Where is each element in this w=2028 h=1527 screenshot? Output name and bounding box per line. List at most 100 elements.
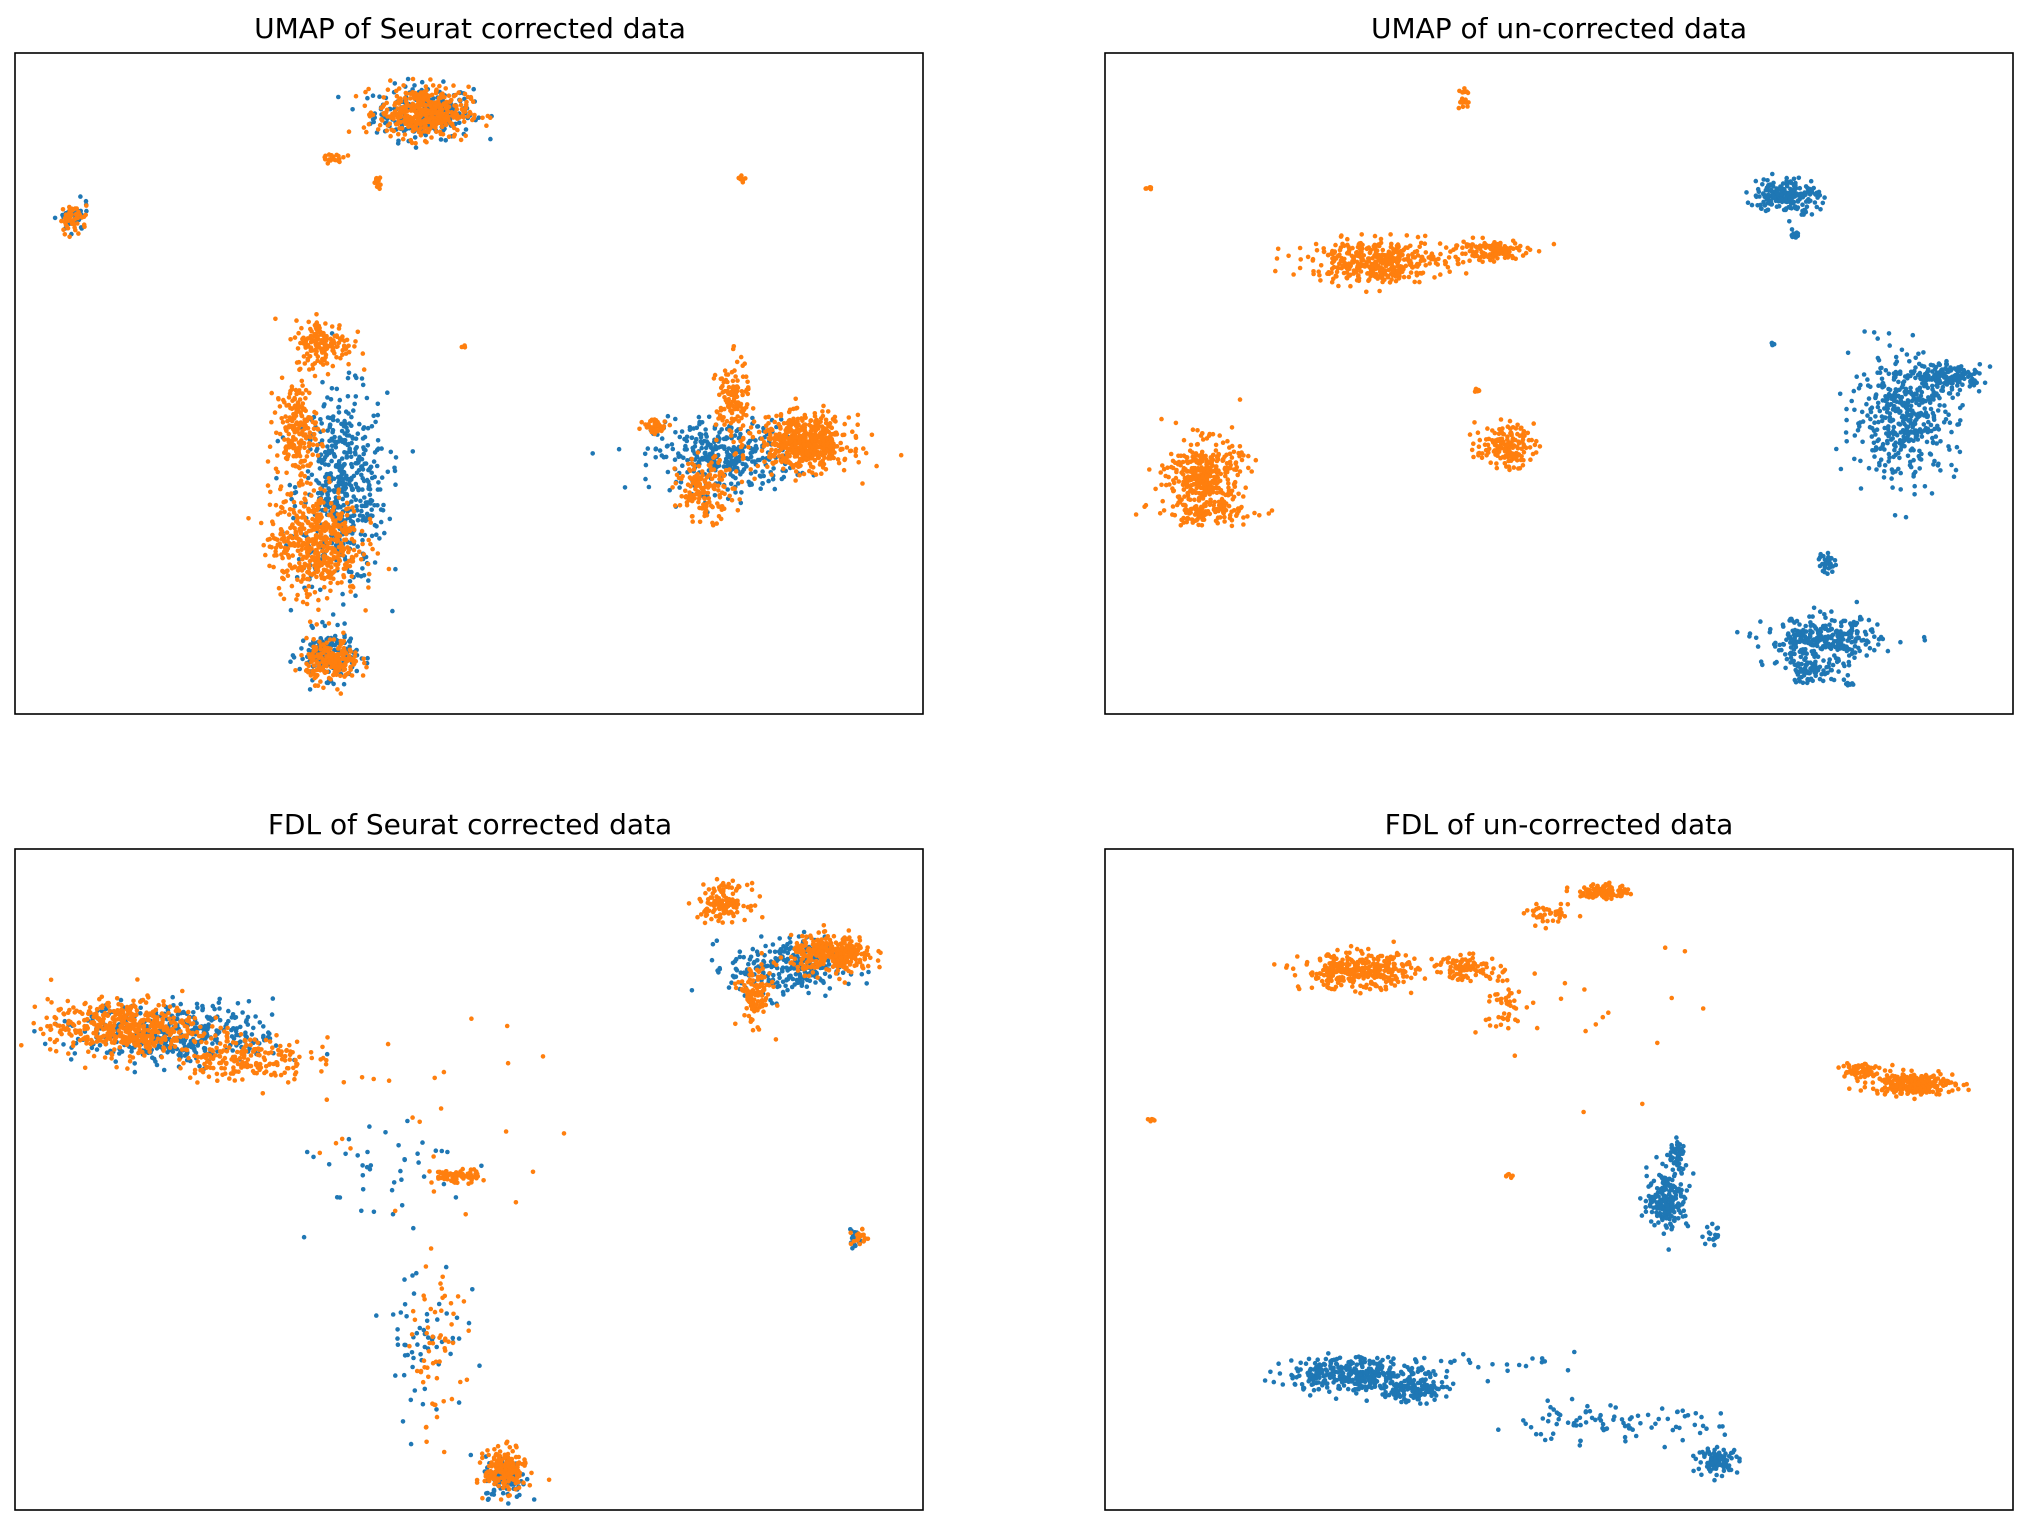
point-batch-b: [719, 477, 725, 482]
point-batch-a: [766, 478, 771, 484]
point-batch-a: [1893, 440, 1898, 446]
point-batch-b: [773, 447, 779, 453]
point-batch-a: [366, 578, 371, 583]
point-batch-b: [730, 486, 735, 491]
point-batch-b: [312, 551, 318, 556]
point-batch-b: [734, 384, 739, 390]
point-batch-b: [766, 436, 772, 441]
point-batch-b: [745, 379, 750, 385]
point-batch-b: [328, 654, 334, 660]
point-batch-b: [299, 378, 305, 384]
point-batch-b: [459, 107, 465, 112]
panel-title: UMAP of un-corrected data: [1371, 12, 1747, 45]
point-batch-b: [739, 177, 744, 183]
point-batch-a: [344, 450, 350, 456]
point-batch-a: [1874, 467, 1879, 472]
point-batch-b: [303, 387, 309, 393]
point-batch-a: [333, 484, 339, 489]
point-batch-a: [1923, 398, 1928, 404]
point-batch-b: [724, 418, 730, 424]
point-batch-b: [337, 323, 342, 328]
point-batch-b: [437, 83, 442, 89]
point-batch-a: [336, 405, 341, 410]
point-batch-a: [1758, 659, 1764, 664]
point-batch-b: [360, 673, 366, 678]
point-batch-a: [488, 136, 493, 142]
point-batch-b: [395, 106, 401, 111]
point-batch-b: [756, 429, 762, 435]
point-batch-a: [616, 446, 622, 452]
point-batch-a: [1940, 369, 1945, 375]
point-batch-b: [324, 568, 330, 573]
point-batch-a: [1879, 376, 1885, 382]
point-batch-a: [438, 137, 444, 142]
point-batch-a: [679, 429, 685, 434]
point-batch-b: [801, 471, 807, 477]
point-batch-a: [339, 456, 345, 461]
point-batch-a: [334, 386, 340, 392]
point-batch-a: [1947, 447, 1952, 452]
point-batch-a: [1921, 350, 1926, 355]
point-batch-b: [746, 444, 751, 450]
point-batch-a: [371, 119, 377, 125]
point-batch-b: [385, 123, 391, 128]
point-batch-a: [345, 375, 351, 381]
point-batch-b: [427, 103, 433, 109]
point-batch-a: [1940, 388, 1946, 394]
point-batch-b: [295, 346, 301, 351]
point-batch-a: [341, 681, 347, 687]
point-batch-b: [738, 444, 744, 450]
point-batch-b: [748, 425, 754, 430]
point-batch-a: [1789, 227, 1795, 232]
point-batch-b: [336, 557, 342, 562]
point-batch-b: [324, 555, 330, 560]
point-batch-b: [787, 453, 792, 459]
point-batch-b: [706, 496, 712, 501]
point-batch-b: [327, 540, 333, 546]
point-batch-a: [1829, 609, 1834, 614]
point-batch-b: [67, 204, 72, 210]
point-batch-a: [372, 560, 378, 565]
point-batch-b: [67, 234, 72, 240]
point-batch-a: [1793, 667, 1798, 673]
point-batch-a: [1798, 636, 1803, 641]
point-batch-b: [763, 429, 768, 435]
point-batch-b: [261, 542, 267, 548]
point-batch-b: [308, 673, 314, 678]
point-batch-b: [338, 661, 343, 667]
point-batch-b: [287, 507, 293, 512]
point-batch-a: [355, 544, 361, 549]
point-batch-b: [696, 499, 701, 505]
point-batch-b: [415, 96, 420, 101]
point-batch-a: [1823, 615, 1828, 620]
point-batch-a: [349, 423, 354, 429]
point-batch-b: [306, 583, 312, 589]
point-batch-a: [356, 486, 361, 491]
point-batch-b: [716, 488, 721, 493]
point-batch-b: [271, 564, 276, 570]
point-batch-a: [348, 454, 354, 460]
point-batch-a: [348, 483, 354, 489]
point-batch-a: [1858, 382, 1863, 388]
point-batch-a: [727, 461, 732, 467]
point-batch-a: [1873, 414, 1878, 419]
point-batch-b: [307, 619, 313, 624]
point-batch-a: [1749, 202, 1755, 208]
point-batch-a: [1792, 620, 1797, 625]
point-batch-b: [321, 428, 326, 433]
point-batch-a: [1926, 395, 1931, 400]
point-batch-a: [319, 438, 325, 443]
point-batch-a: [372, 522, 378, 528]
point-batch-b: [688, 484, 693, 489]
point-batch-a: [1771, 642, 1777, 647]
point-batch-b: [766, 421, 771, 426]
point-batch-b: [637, 426, 642, 432]
point-batch-a: [332, 642, 338, 648]
point-batch-a: [1875, 404, 1881, 410]
point-batch-a: [1960, 382, 1965, 388]
point-batch-a: [1917, 456, 1923, 461]
point-batch-b: [434, 88, 439, 94]
point-batch-b: [366, 86, 371, 92]
point-batch-a: [355, 431, 361, 437]
point-batch-b: [690, 519, 695, 524]
